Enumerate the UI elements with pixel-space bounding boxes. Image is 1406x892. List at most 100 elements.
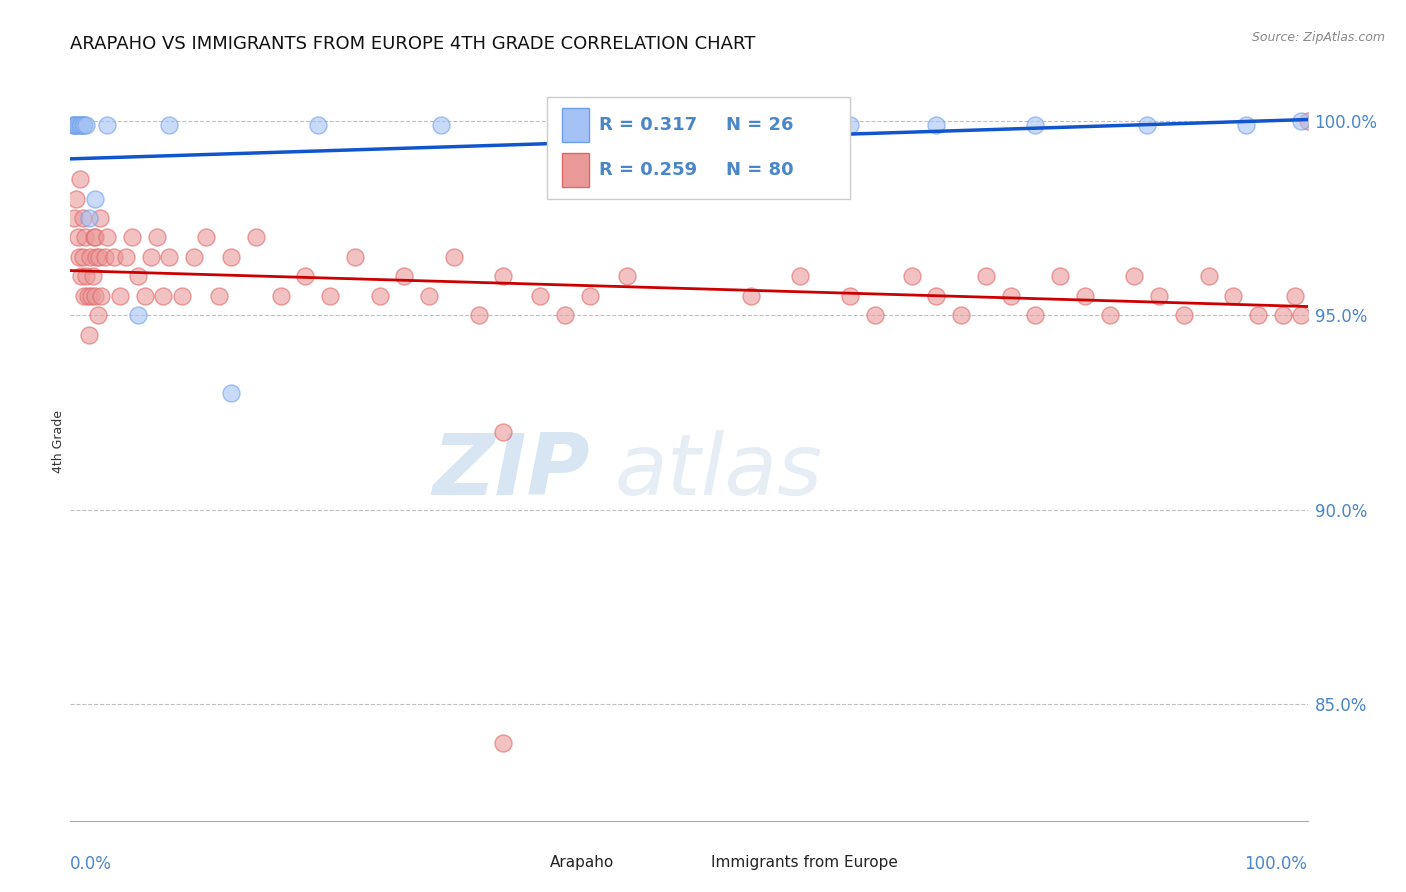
Text: 0.0%: 0.0% [70, 855, 112, 872]
Point [70, 118, 93, 132]
Point [245, 230, 267, 244]
Point [1234, 118, 1257, 132]
FancyBboxPatch shape [676, 849, 699, 876]
Text: N = 26: N = 26 [725, 116, 793, 134]
Point [1024, 308, 1046, 322]
Point [103, 250, 125, 264]
Point [89, 211, 111, 225]
Text: atlas: atlas [614, 430, 823, 514]
Point [94, 250, 117, 264]
Point [492, 425, 515, 439]
Point [83, 230, 105, 244]
FancyBboxPatch shape [547, 96, 849, 199]
Point [1291, 308, 1313, 322]
Point [72, 250, 94, 264]
Point [72, 118, 94, 132]
Point [925, 118, 948, 132]
Point [863, 308, 886, 322]
Point [443, 250, 465, 264]
Point [127, 308, 149, 322]
Point [152, 289, 174, 303]
Text: Source: ZipAtlas.com: Source: ZipAtlas.com [1251, 31, 1385, 45]
Point [925, 289, 948, 303]
Point [430, 118, 453, 132]
Point [170, 289, 193, 303]
Point [900, 269, 922, 284]
Point [838, 289, 860, 303]
Point [139, 250, 162, 264]
Point [1147, 289, 1170, 303]
Point [1000, 289, 1022, 303]
Text: N = 80: N = 80 [725, 161, 793, 179]
Point [492, 269, 515, 284]
FancyBboxPatch shape [516, 849, 538, 876]
Point [84, 192, 107, 206]
Point [467, 308, 489, 322]
Point [90, 289, 112, 303]
Point [121, 230, 143, 244]
Point [63, 118, 86, 132]
Point [208, 289, 231, 303]
Point [418, 289, 440, 303]
Point [75, 230, 97, 244]
Point [319, 289, 342, 303]
Point [219, 250, 242, 264]
Point [84, 230, 107, 244]
Point [343, 250, 366, 264]
Point [63, 211, 86, 225]
Point [529, 289, 551, 303]
Point [157, 118, 180, 132]
Point [492, 736, 515, 750]
Point [789, 269, 811, 284]
Text: 100.0%: 100.0% [1244, 855, 1308, 872]
Point [183, 250, 205, 264]
Point [66, 118, 89, 132]
Text: R = 0.259: R = 0.259 [599, 161, 697, 179]
Point [1222, 289, 1244, 303]
Point [579, 118, 602, 132]
Point [740, 289, 762, 303]
Point [66, 230, 89, 244]
Point [73, 289, 96, 303]
Point [394, 269, 416, 284]
Point [87, 250, 110, 264]
Point [219, 386, 242, 401]
Point [84, 250, 107, 264]
Point [1098, 308, 1121, 322]
Point [157, 250, 180, 264]
Point [195, 230, 218, 244]
Point [115, 250, 138, 264]
Text: ZIP: ZIP [432, 430, 591, 514]
Point [1271, 308, 1294, 322]
Point [1198, 269, 1220, 284]
Point [307, 118, 329, 132]
Point [1049, 269, 1071, 284]
Point [67, 250, 90, 264]
Point [69, 172, 91, 186]
Point [77, 327, 100, 342]
Point [1173, 308, 1195, 322]
Point [75, 118, 97, 132]
Point [69, 118, 91, 132]
Point [554, 308, 576, 322]
Point [146, 230, 169, 244]
Point [65, 192, 87, 206]
Point [1074, 289, 1097, 303]
Point [740, 118, 762, 132]
Point [1136, 118, 1159, 132]
Point [1024, 118, 1046, 132]
Point [838, 118, 860, 132]
Point [579, 289, 602, 303]
Point [62, 118, 84, 132]
Text: Arapaho: Arapaho [550, 855, 614, 870]
Point [75, 269, 97, 284]
Text: ARAPAHO VS IMMIGRANTS FROM EUROPE 4TH GRADE CORRELATION CHART: ARAPAHO VS IMMIGRANTS FROM EUROPE 4TH GR… [70, 35, 755, 53]
Text: Immigrants from Europe: Immigrants from Europe [711, 855, 898, 870]
Point [270, 289, 292, 303]
Point [80, 289, 103, 303]
Point [134, 289, 156, 303]
Point [1247, 308, 1270, 322]
Point [65, 118, 87, 132]
Point [294, 269, 316, 284]
Point [974, 269, 997, 284]
